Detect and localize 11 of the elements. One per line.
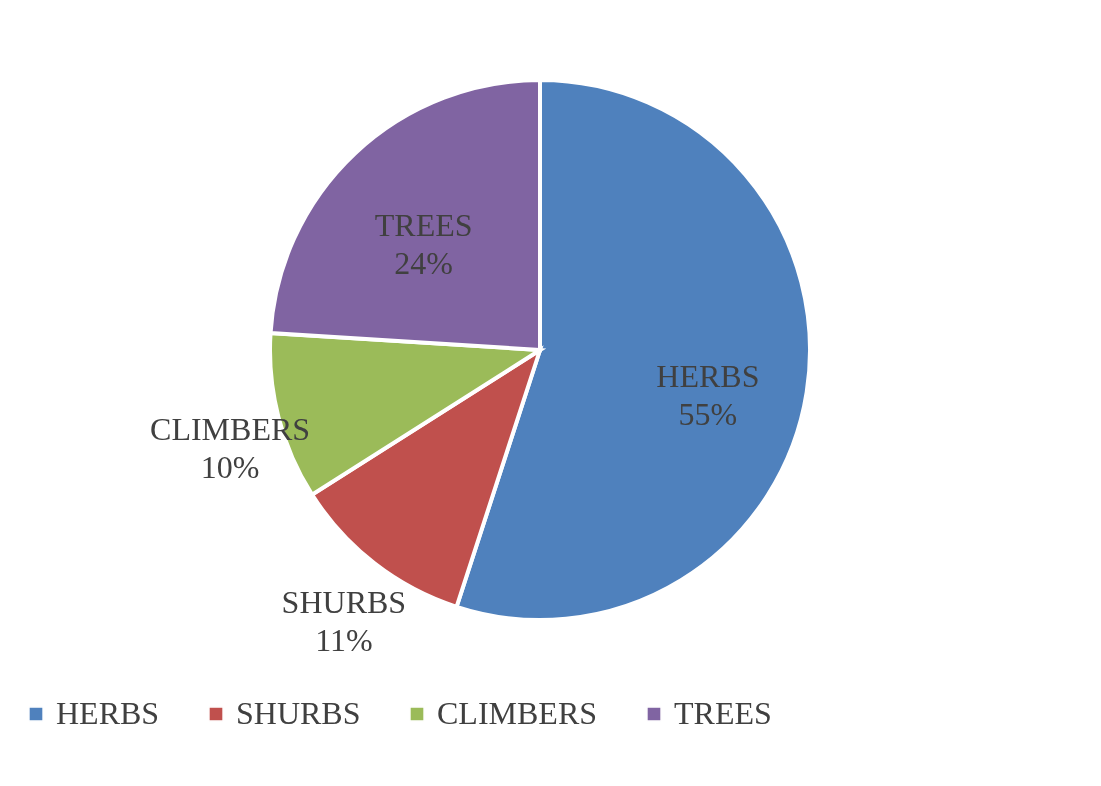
legend-label: TREES	[674, 695, 772, 731]
slice-label: HERBS	[656, 357, 760, 394]
slice-label: SHURBS	[281, 583, 407, 620]
slice-label: TREES	[374, 207, 473, 244]
data-label: 55%	[678, 395, 738, 432]
data-label: 10%	[200, 448, 260, 485]
legend-label: CLIMBERS	[437, 695, 598, 731]
legend-label: SHURBS	[236, 695, 361, 731]
data-label: 24%	[394, 245, 453, 282]
data-label: 11%	[315, 621, 373, 658]
legend-label: HERBS	[56, 695, 160, 731]
